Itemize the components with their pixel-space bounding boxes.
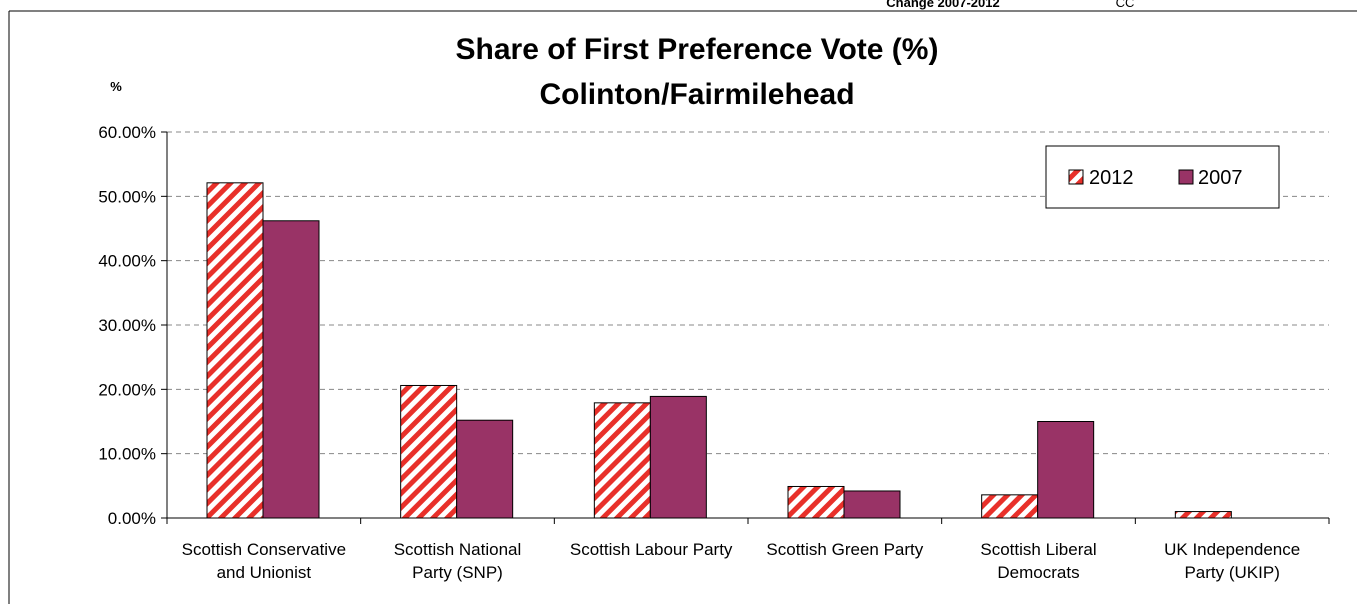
x-category-labels: Scottish Conservative and Unionist Scottis… bbox=[182, 540, 1301, 582]
bar-2007-0 bbox=[262, 220, 320, 519]
legend-swatch-2007 bbox=[1178, 169, 1194, 185]
header-change-value: CC bbox=[1116, 0, 1135, 10]
y-tick-label: 10.00% bbox=[98, 445, 156, 464]
x-category-label: Scottish National bbox=[394, 540, 522, 559]
bar-2012-1 bbox=[400, 384, 458, 519]
axes bbox=[161, 131, 1330, 524]
bar-2012-0 bbox=[206, 182, 264, 519]
y-tick-label: 40.00% bbox=[98, 252, 156, 271]
legend-box bbox=[1045, 145, 1280, 209]
y-axis-label: % bbox=[110, 79, 122, 94]
y-tick-label: 20.00% bbox=[98, 380, 156, 399]
y-tick-label: 0.00% bbox=[108, 509, 156, 528]
legend-label-2007: 2007 bbox=[1198, 167, 1243, 189]
bar-2012-3 bbox=[787, 485, 845, 519]
y-tick-label: 60.00% bbox=[98, 123, 156, 142]
x-category-label: Scottish Conservative bbox=[182, 540, 346, 559]
x-category-label: Scottish Liberal bbox=[980, 540, 1096, 559]
bar-2007-3 bbox=[843, 490, 901, 519]
bars bbox=[206, 182, 1232, 519]
bar-2012-2 bbox=[593, 402, 651, 519]
y-tick-labels: 0.00% 10.00% 20.00% 30.00% 40.00% 50.00% 60.00… bbox=[98, 123, 156, 528]
bar-2007-1 bbox=[456, 419, 514, 519]
bar-2012-5 bbox=[1174, 511, 1232, 519]
legend-label-2012: 2012 bbox=[1089, 167, 1134, 189]
y-tick-label: 30.00% bbox=[98, 316, 156, 335]
bar-2012-4 bbox=[981, 494, 1039, 519]
chart-title-line-2: Colinton/Fairmilehead bbox=[539, 78, 854, 111]
y-tick-label: 50.00% bbox=[98, 187, 156, 206]
x-category-label: UK Independence bbox=[1164, 540, 1300, 559]
chart-title-line-1: Share of First Preference Vote (%) bbox=[456, 33, 939, 66]
x-category-label: Scottish Green Party bbox=[766, 540, 923, 559]
x-category-label: Party (SNP) bbox=[412, 563, 503, 582]
legend: 2012 2007 bbox=[1045, 145, 1280, 209]
x-category-label: Party (UKIP) bbox=[1184, 563, 1279, 582]
x-category-label: and Unionist bbox=[217, 563, 312, 582]
x-category-label: Scottish Labour Party bbox=[570, 540, 733, 559]
grid-lines bbox=[167, 131, 1329, 455]
bar-2007-4 bbox=[1037, 421, 1095, 519]
bar-2007-2 bbox=[649, 395, 707, 519]
x-category-label: Democrats bbox=[997, 563, 1079, 582]
header-change-label: Change 2007-2012 bbox=[886, 0, 999, 10]
legend-swatch-2012 bbox=[1068, 169, 1084, 185]
